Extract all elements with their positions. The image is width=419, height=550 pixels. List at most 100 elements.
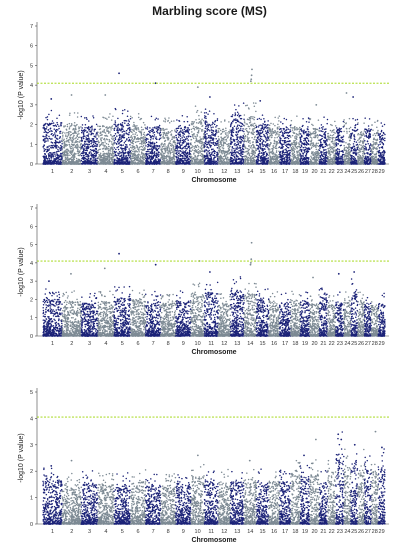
snp-point	[206, 146, 208, 149]
snp-point	[254, 159, 256, 162]
snp-point	[236, 114, 239, 117]
snp-point	[80, 136, 83, 139]
snp-point	[190, 161, 192, 163]
snp-point	[126, 115, 129, 117]
snp-point	[166, 132, 168, 134]
snp-point	[243, 130, 245, 133]
snp-point	[167, 131, 170, 133]
snp-point	[71, 137, 73, 139]
snp-point	[217, 138, 220, 140]
snp-point	[214, 142, 216, 144]
snp-point	[119, 155, 122, 157]
snp-point	[139, 142, 141, 145]
snp-point	[137, 157, 140, 159]
snp-point	[89, 130, 91, 133]
snp-point	[197, 122, 200, 124]
snp-point	[136, 146, 139, 149]
snp-point	[255, 148, 257, 150]
snp-point	[236, 111, 239, 113]
snp-point	[64, 160, 67, 163]
snp-point	[253, 145, 255, 147]
snp-point	[130, 159, 133, 161]
snp-point	[266, 153, 269, 156]
snp-point	[242, 102, 245, 104]
snp-point	[172, 147, 175, 149]
snp-point	[242, 162, 244, 164]
snp-point	[82, 130, 84, 132]
snp-point	[150, 148, 152, 150]
snp-point	[94, 145, 96, 148]
snp-point	[76, 141, 78, 143]
snp-point	[43, 128, 46, 130]
snp-point	[252, 117, 254, 120]
snp-point	[101, 133, 103, 136]
snp-point	[91, 144, 94, 147]
snp-point	[175, 156, 178, 158]
snp-point	[239, 153, 241, 155]
snp-point	[46, 116, 49, 118]
snp-point	[143, 131, 146, 134]
snp-point	[158, 132, 161, 134]
snp-point	[244, 137, 246, 140]
snp-point	[237, 151, 239, 154]
snp-point	[225, 153, 228, 156]
snp-point	[51, 130, 53, 133]
snp-point	[277, 123, 279, 126]
snp-point	[117, 143, 120, 145]
snp-point	[222, 140, 224, 142]
snp-point	[222, 155, 225, 158]
snp-point	[196, 109, 199, 112]
snp-point	[162, 131, 164, 134]
snp-point	[94, 159, 96, 161]
snp-point	[95, 134, 97, 136]
snp-point	[79, 150, 81, 152]
snp-point	[75, 157, 78, 160]
snp-point	[72, 159, 75, 162]
snp-point	[149, 129, 152, 132]
snp-point	[201, 130, 203, 132]
snp-point	[175, 131, 178, 133]
snp-point	[235, 160, 238, 162]
snp-point	[257, 130, 259, 132]
snp-point	[122, 154, 125, 157]
snp-point	[76, 145, 79, 147]
snp-point	[61, 147, 64, 150]
snp-point	[103, 125, 105, 128]
snp-point	[90, 161, 93, 163]
snp-point	[61, 157, 63, 160]
snp-point	[202, 119, 205, 122]
snp-point	[200, 111, 203, 113]
snp-point	[142, 121, 145, 124]
snp-point	[231, 154, 234, 156]
snp-point	[111, 143, 114, 146]
snp-point	[192, 122, 195, 124]
snp-point	[49, 160, 52, 162]
snp-point	[120, 128, 123, 130]
snp-point	[137, 155, 139, 157]
snp-point	[108, 152, 110, 155]
snp-point	[44, 130, 47, 133]
snp-point	[145, 145, 147, 147]
snp-point	[243, 133, 246, 135]
snp-point	[146, 150, 149, 153]
snp-point	[65, 137, 68, 140]
snp-point	[194, 154, 196, 157]
snp-point	[217, 141, 219, 143]
snp-point	[176, 119, 178, 121]
snp-point	[217, 149, 220, 151]
snp-point	[104, 144, 106, 147]
snp-point	[251, 157, 254, 160]
snp-point	[54, 124, 57, 126]
snp-point	[244, 160, 246, 163]
snp-point	[73, 124, 75, 127]
snp-point	[78, 159, 81, 162]
snp-point	[260, 124, 262, 126]
snp-point	[79, 163, 82, 165]
snp-point	[78, 141, 81, 143]
snp-point	[179, 124, 181, 127]
snp-point	[83, 117, 86, 119]
snp-point	[68, 128, 71, 130]
snp-point	[234, 119, 237, 121]
snp-point	[175, 149, 177, 152]
